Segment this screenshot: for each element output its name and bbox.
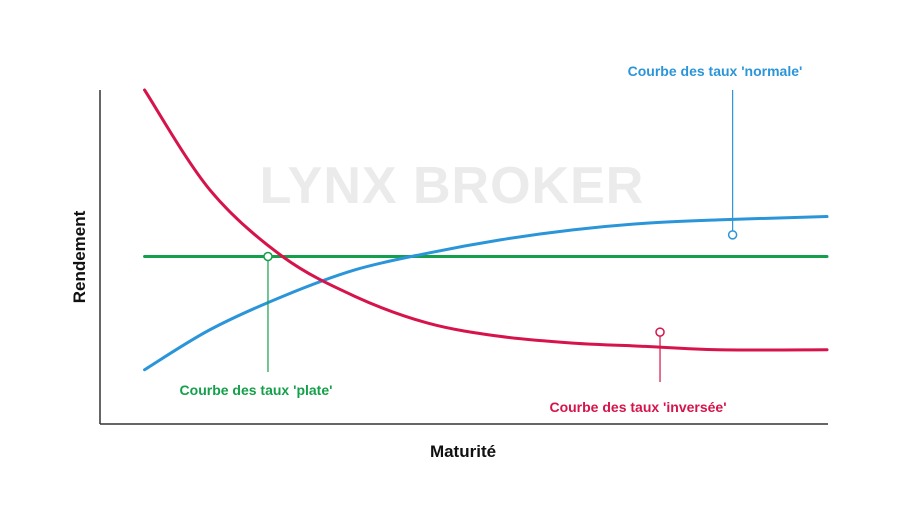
series-line-normale [143, 215, 829, 372]
y-axis-title: Rendement [70, 210, 89, 303]
annotation-label-plate: Courbe des taux 'plate' [180, 382, 333, 398]
series-line-inversee [143, 88, 829, 352]
annotation-label-inversee: Courbe des taux 'inversée' [549, 399, 726, 415]
annotation-marker-normale [727, 230, 738, 240]
annotation-marker-plate [263, 251, 273, 262]
annotation-label-normale: Courbe des taux 'normale' [628, 63, 803, 79]
x-axis-title: Maturité [430, 442, 496, 461]
watermark-text: LYNX BROKER [260, 157, 645, 215]
series-layer [143, 88, 829, 372]
annotation-layer: Courbe des taux 'normale' Courbe des taux… [180, 63, 803, 415]
annotation-marker-inversee [655, 327, 665, 337]
